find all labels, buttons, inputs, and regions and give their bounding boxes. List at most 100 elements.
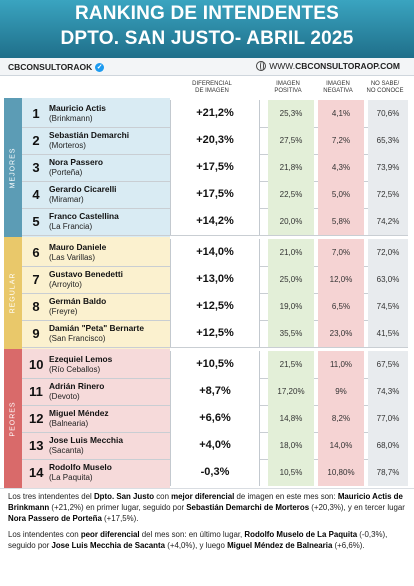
rank-number: 14: [29, 465, 44, 480]
note-text: con: [154, 492, 172, 501]
mayor-name: Rodolfo Muselo: [49, 462, 112, 472]
negativa-value: 12,0%: [318, 266, 364, 293]
positiva-value: 17,20%: [268, 378, 314, 405]
header-banner: RANKING DE INTENDENTES DPTO. SAN JUSTO- …: [0, 0, 414, 58]
brand-handle[interactable]: CBCONSULTORAOK ✓: [8, 62, 105, 72]
nsnc-value: 77,0%: [368, 405, 408, 432]
summary-worst: Los intendentes con peor diferencial del…: [8, 530, 406, 552]
header-diferencial: DIFERENCIAL DE IMAGEN: [192, 81, 232, 94]
note-text: Los tres intendentes del: [8, 492, 94, 501]
column-headers: DIFERENCIAL DE IMAGEN IMAGEN POSITIVA IM…: [0, 76, 414, 100]
negativa-value: 6,5%: [318, 293, 364, 320]
diferencial-value: +17,5%: [170, 181, 260, 208]
mayor-name: Franco Castellina: [49, 211, 119, 221]
negativa-value: 7,2%: [318, 127, 364, 154]
negativa-value: 4,1%: [318, 100, 364, 127]
rank-number: 12: [29, 411, 44, 426]
table-row: 1 Mauricio Actis (Brinkmann) +21,2% 25,3% 4,1…: [4, 100, 408, 127]
row-divider: [22, 347, 408, 348]
table-row: 14 Rodolfo Muselo (La Paquita) -0,3% 10,5% 10…: [4, 459, 408, 486]
nsnc-value: 65,3%: [368, 127, 408, 154]
positiva-value: 35,5%: [268, 320, 314, 347]
diferencial-value: +6,6%: [170, 405, 260, 432]
mayor-locality: (Arroyito): [49, 280, 82, 289]
band-label: PEORES: [4, 349, 22, 488]
table-row: 8 Germán Baldo (Freyre) +12,5% 19,0% 6,5% 74,5…: [4, 293, 408, 320]
rank-number: 4: [32, 187, 40, 202]
nsnc-value: 70,6%: [368, 100, 408, 127]
mayor-name: Ezequiel Lemos: [49, 354, 113, 364]
verified-icon: ✓: [95, 62, 105, 72]
positiva-value: 20,0%: [268, 208, 314, 235]
rank-number: 3: [32, 160, 40, 175]
diferencial-value: +8,7%: [170, 378, 260, 405]
emphasis-text: mejor diferencial: [171, 492, 235, 501]
mayor-locality: (Río Ceballos): [49, 365, 101, 374]
emphasis-text: Sebastián Demarchi de Morteros: [186, 502, 310, 512]
nsnc-value: 74,5%: [368, 293, 408, 320]
band-background: [4, 349, 170, 488]
nsnc-value: 67,5%: [368, 351, 408, 378]
nsnc-value: 41,5%: [368, 320, 408, 347]
diferencial-value: +12,5%: [170, 293, 260, 320]
diferencial-value: +13,0%: [170, 266, 260, 293]
negativa-value: 14,0%: [318, 432, 364, 459]
note-text: (+20,3%), y en tercer lugar: [309, 502, 405, 512]
positiva-value: 19,0%: [268, 293, 314, 320]
note-text: (+17,5%).: [101, 513, 139, 523]
table-row: 3 Nora Passero (Porteña) +17,5% 21,8% 4,3% 73,…: [4, 154, 408, 181]
nsnc-value: 72,0%: [368, 239, 408, 266]
mayor-name: Nora Passero: [49, 157, 103, 167]
mayor-locality: (Morteros): [49, 141, 86, 150]
positiva-value: 25,0%: [268, 266, 314, 293]
negativa-value: 5,0%: [318, 181, 364, 208]
band-label: MEJORES: [4, 98, 22, 237]
negativa-value: 9%: [318, 378, 364, 405]
mayor-locality: (Miramar): [49, 195, 84, 204]
note-text: del mes son: en último lugar,: [139, 530, 245, 540]
emphasis-text: peor diferencial: [80, 530, 140, 540]
page-title: RANKING DE INTENDENTES: [74, 3, 340, 24]
brand-website[interactable]: WWW. CBCONSULTORAOP.COM: [256, 61, 400, 71]
positiva-value: 21,5%: [268, 351, 314, 378]
mayor-name: Miguel Méndez: [49, 408, 109, 418]
diferencial-value: +4,0%: [170, 432, 260, 459]
emphasis-text: Miguel Méndez de Balnearia: [227, 541, 333, 551]
mayor-name: Sebastián Demarchi: [49, 130, 130, 140]
table-row: 2 Sebastián Demarchi (Morteros) +20,3% 27,5%…: [4, 127, 408, 154]
diferencial-value: +17,5%: [170, 154, 260, 181]
emphasis-text: Mauricio Actis de Brinkmann: [8, 492, 403, 512]
summary-best: Los tres intendentes del Dpto. San Justo…: [8, 492, 406, 524]
table-row: 6 Mauro Daniele (Las Varillas) +14,0% 21,0% 7…: [4, 239, 408, 266]
rank-number: 5: [32, 214, 40, 229]
positiva-value: 10,5%: [268, 459, 314, 486]
header-negativa: IMAGEN NEGATIVA: [323, 81, 353, 94]
mayor-locality: (Brinkmann): [49, 114, 93, 123]
rank-number: 11: [29, 384, 43, 399]
diferencial-value: +10,5%: [170, 351, 260, 378]
nsnc-value: 63,0%: [368, 266, 408, 293]
mayor-locality: (Freyre): [49, 307, 78, 316]
mayor-locality: (Las Varillas): [49, 253, 96, 262]
rank-number: 7: [32, 272, 40, 287]
mayor-locality: (Porteña): [49, 168, 83, 177]
note-text: (+6,6%).: [332, 541, 365, 551]
header-positiva: IMAGEN POSITIVA: [274, 81, 302, 94]
diferencial-value: +12,5%: [170, 320, 260, 347]
band-label: REGULAR: [4, 237, 22, 349]
table-row: 11 Adrián Rinero (Devoto) +8,7% 17,20% 9% 74,3…: [4, 378, 408, 405]
rank-number: 1: [32, 106, 40, 121]
emphasis-text: Rodolfo Muselo de La Paquita: [244, 530, 358, 540]
positiva-value: 27,5%: [268, 127, 314, 154]
diferencial-value: -0,3%: [170, 459, 260, 486]
table-row: 12 Miguel Méndez (Balnearia) +6,6% 14,8% 8,2%…: [4, 405, 408, 432]
emphasis-text: Nora Passero de Porteña: [8, 513, 102, 523]
nsnc-value: 73,9%: [368, 154, 408, 181]
nsnc-value: 78,7%: [368, 459, 408, 486]
nsnc-value: 74,3%: [368, 378, 408, 405]
negativa-value: 8,2%: [318, 405, 364, 432]
brand-bar: CBCONSULTORAOK ✓ WWW. CBCONSULTORAOP.COM: [0, 58, 414, 76]
mayor-name: Adrián Rinero: [49, 381, 105, 391]
row-divider: [22, 235, 408, 236]
